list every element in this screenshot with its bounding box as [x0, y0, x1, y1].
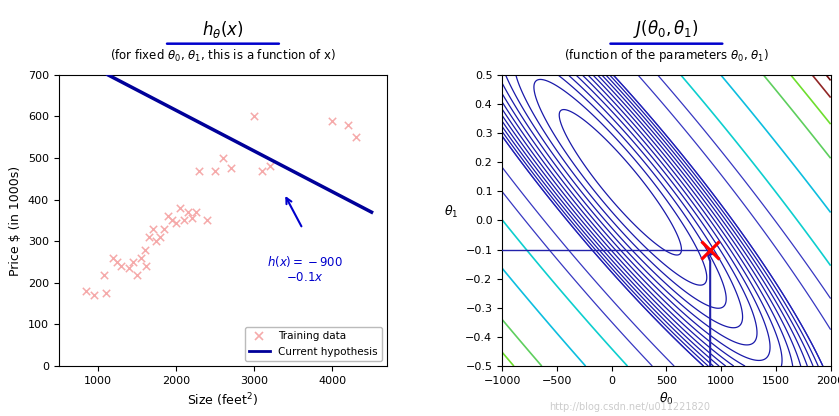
Point — [139, 263, 153, 270]
Point — [349, 134, 362, 141]
Point — [130, 271, 143, 278]
Point — [181, 209, 195, 215]
Point — [158, 225, 171, 232]
Text: http://blog.csdn.net/u011221820: http://blog.csdn.net/u011221820 — [549, 402, 710, 412]
Point — [326, 117, 339, 124]
Point — [150, 238, 164, 245]
Y-axis label: Price $ (in 1000s): Price $ (in 1000s) — [9, 166, 23, 275]
X-axis label: $\theta_0$: $\theta_0$ — [659, 391, 674, 407]
Point — [127, 259, 140, 265]
Text: (for fixed $\theta_0$, $\theta_1$, this is a function of x): (for fixed $\theta_0$, $\theta_1$, this … — [110, 48, 336, 64]
Point — [142, 234, 155, 240]
Point — [173, 205, 186, 211]
Point — [165, 217, 179, 224]
Point — [216, 155, 230, 161]
Text: $h_\theta(x)$: $h_\theta(x)$ — [202, 19, 244, 40]
Point — [87, 292, 101, 299]
Point — [208, 167, 221, 174]
Point — [161, 213, 175, 220]
Point — [224, 165, 237, 172]
Point — [138, 246, 152, 253]
Point — [134, 255, 148, 261]
Point — [255, 167, 268, 174]
Point — [169, 219, 183, 226]
Point — [111, 259, 124, 265]
Point — [122, 265, 136, 272]
Point — [115, 263, 128, 270]
Legend: Training data, Current hypothesis: Training data, Current hypothesis — [245, 327, 382, 361]
Point — [341, 121, 355, 128]
Point — [263, 163, 277, 170]
Point — [154, 234, 167, 240]
Text: (function of the parameters $\theta_0$, $\theta_1$): (function of the parameters $\theta_0$, … — [564, 47, 769, 64]
Text: $J(\theta_0, \theta_1)$: $J(\theta_0, \theta_1)$ — [633, 17, 700, 40]
Point — [189, 209, 202, 215]
Text: $h(x) = -900$
$- 0.1x$: $h(x) = -900$ $- 0.1x$ — [267, 254, 343, 284]
Point — [185, 215, 198, 222]
Point — [177, 217, 190, 224]
Point — [146, 225, 159, 232]
Point — [107, 255, 120, 261]
Point — [193, 167, 206, 174]
Point — [201, 217, 214, 224]
Point — [248, 113, 261, 120]
Point — [80, 288, 93, 295]
Point — [99, 290, 112, 297]
Point — [97, 271, 111, 278]
Y-axis label: $\theta_1$: $\theta_1$ — [444, 204, 459, 220]
X-axis label: Size (feet$^2$): Size (feet$^2$) — [187, 391, 258, 409]
